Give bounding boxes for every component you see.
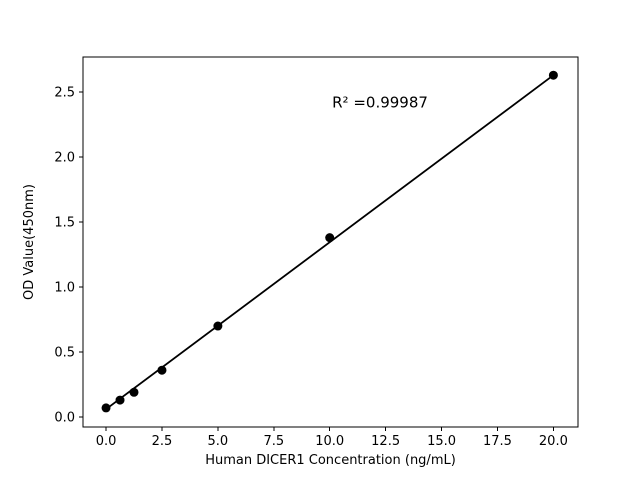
y-tick-label: 1.0: [54, 281, 75, 296]
y-axis-label: OD Value(450nm): [22, 184, 37, 300]
x-axis-label: Human DICER1 Concentration (ng/mL): [205, 453, 456, 468]
data-point: [325, 233, 335, 243]
x-tick-label: 2.5: [152, 434, 173, 449]
plot-border: [82, 56, 579, 428]
data-point: [129, 387, 139, 397]
data-point: [548, 70, 558, 80]
x-tick-label: 10.0: [315, 434, 344, 449]
x-tick-label: 20.0: [539, 434, 568, 449]
y-tick-label: 0.0: [54, 410, 75, 425]
x-tick-label: 12.5: [371, 434, 400, 449]
x-tick-label: 5.0: [208, 434, 229, 449]
x-tick-label: 17.5: [483, 434, 512, 449]
data-point: [213, 321, 223, 331]
x-tick-label: 15.0: [427, 434, 456, 449]
y-tick-label: 2.0: [54, 151, 75, 166]
data-point: [101, 403, 111, 413]
fit-line: [105, 74, 555, 411]
x-tick-label: 7.5: [263, 434, 284, 449]
y-tick-label: 1.5: [54, 216, 75, 231]
data-point: [115, 395, 125, 405]
r-squared-annotation: R² =0.99987: [332, 93, 428, 111]
data-point: [157, 365, 167, 375]
y-tick-label: 2.5: [54, 86, 75, 101]
x-tick-label: 0.0: [96, 434, 117, 449]
y-tick-label: 0.5: [54, 346, 75, 361]
